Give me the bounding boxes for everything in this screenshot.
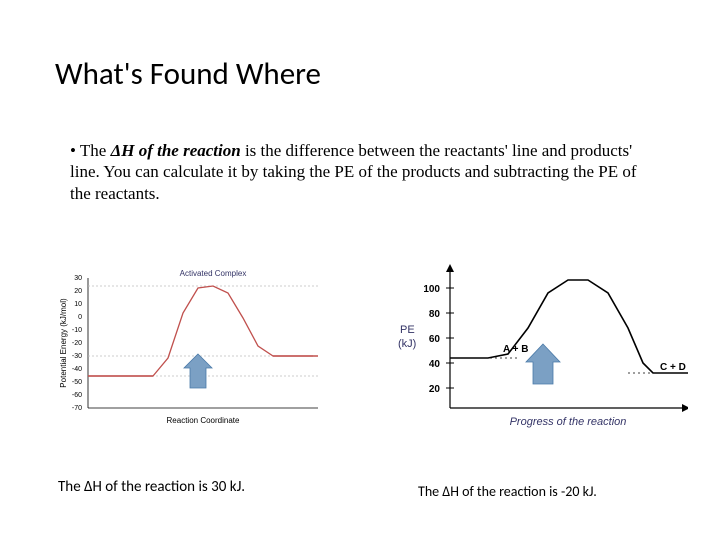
left-caption: The ΔH of the reaction is 30 kJ. <box>58 478 245 496</box>
svg-text:-30: -30 <box>72 353 82 360</box>
right-chart-ylabel-2: (kJ) <box>398 338 416 350</box>
svg-text:100: 100 <box>423 284 440 295</box>
svg-text:0: 0 <box>78 314 82 321</box>
svg-text:20: 20 <box>429 384 441 395</box>
reactant-label: A + B <box>503 344 528 355</box>
activated-complex-label: Activated Complex <box>180 269 247 278</box>
svg-text:-70: -70 <box>72 405 82 412</box>
left-chart-yticks: -70 -60 -50 -40 -30 -20 -10 0 10 20 30 <box>72 275 82 412</box>
svg-text:60: 60 <box>429 334 441 345</box>
slide-title: What's Found Where <box>55 55 321 93</box>
bullet-prefix: • The <box>70 141 111 160</box>
right-delta-h-arrow <box>526 344 560 384</box>
right-energy-diagram: 20 40 60 80 100 A + B C + D PE (kJ) Prog… <box>388 258 688 436</box>
left-chart-xlabel: Reaction Coordinate <box>167 416 240 425</box>
svg-text:20: 20 <box>74 288 82 295</box>
bullet-paragraph: • The ΔH of the reaction is the differen… <box>70 140 660 204</box>
svg-text:-50: -50 <box>72 379 82 386</box>
svg-text:10: 10 <box>74 301 82 308</box>
bullet-emphasis: ΔH of the reaction <box>111 141 241 160</box>
svg-text:30: 30 <box>74 275 82 282</box>
right-chart-ylabel-1: PE <box>400 324 415 336</box>
product-label: C + D <box>660 362 686 373</box>
svg-text:40: 40 <box>429 359 441 370</box>
right-chart-yticks: 20 40 60 80 100 <box>423 284 454 395</box>
left-chart-ylabel: Potential Energy (kJ/mol) <box>59 298 68 388</box>
svg-text:-60: -60 <box>72 392 82 399</box>
right-chart-curve <box>450 280 688 373</box>
svg-text:-20: -20 <box>72 340 82 347</box>
left-energy-diagram: -70 -60 -50 -40 -30 -20 -10 0 10 20 30 A… <box>58 258 343 436</box>
svg-text:80: 80 <box>429 309 441 320</box>
right-caption: The ΔH of the reaction is -20 kJ. <box>418 483 597 500</box>
svg-text:-10: -10 <box>72 327 82 334</box>
svg-text:-40: -40 <box>72 366 82 373</box>
left-delta-h-arrow <box>184 354 212 388</box>
right-chart-xlabel: Progress of the reaction <box>510 416 627 428</box>
